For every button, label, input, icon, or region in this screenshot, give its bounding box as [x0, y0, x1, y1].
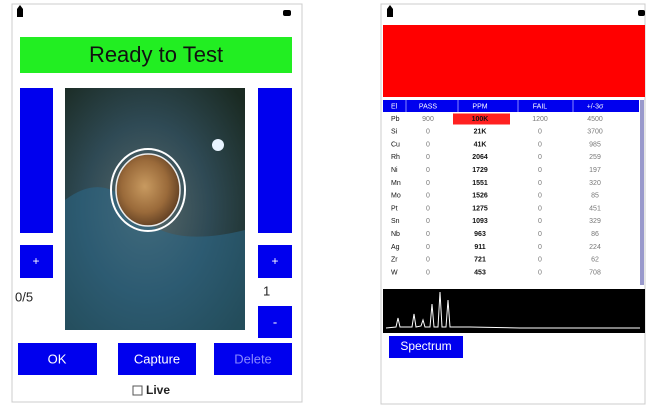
table-cell: 1551 [472, 180, 488, 187]
table-cell: Zr [391, 257, 398, 264]
table-cell: Ag [391, 244, 400, 251]
table-cell: Mn [391, 180, 401, 187]
button-label: Spectrum [400, 339, 451, 353]
right-screen: Spectrum El PASS PPM FAIL +/-3σ Pb 900 100K 1200… [381, 4, 645, 404]
button-label: Delete [234, 351, 272, 366]
table-cell: 0 [538, 180, 542, 187]
table-cell: 721 [474, 257, 486, 264]
table-header: FAIL [533, 103, 548, 110]
live-checkbox[interactable] [133, 386, 142, 395]
table-cell: 3700 [587, 129, 603, 136]
table-cell: 0 [538, 167, 542, 174]
table-cell: Cu [391, 141, 400, 148]
table-cell: 0 [426, 218, 430, 225]
table-cell: 100K [472, 116, 489, 123]
page: {"left_screen": {"status": "Ready to Tes… [0, 0, 653, 406]
table-cell: 0 [538, 218, 542, 225]
plus-label: + [271, 254, 278, 268]
table-cell: Nb [391, 231, 400, 238]
left-screen: Ready to Test + + 0/5 1 - OK Capture Del… [12, 4, 302, 402]
table-cell: 1200 [532, 116, 548, 123]
table-cell: 0 [538, 154, 542, 161]
table-cell: Mo [391, 193, 401, 200]
table-cell: 985 [589, 141, 601, 148]
table-cell: 320 [589, 180, 601, 187]
table-cell: Ni [391, 167, 398, 174]
table-cell: 0 [538, 269, 542, 276]
side-button[interactable] [20, 88, 53, 233]
table-cell: 224 [589, 244, 601, 251]
table-cell: 85 [591, 193, 599, 200]
table-cell: 0 [426, 129, 430, 136]
table-header: +/-3σ [587, 103, 604, 110]
table-cell: 2064 [472, 154, 488, 161]
status-icon [283, 10, 291, 16]
table-cell: 1275 [472, 205, 488, 212]
table-cell: 62 [591, 257, 599, 264]
table-cell: 0 [538, 141, 542, 148]
table-cell: 0 [426, 231, 430, 238]
table-cell: 963 [474, 231, 486, 238]
button-label: OK [48, 351, 67, 366]
table-cell: Pb [391, 116, 400, 123]
table-cell: 0 [426, 154, 430, 161]
table-cell: 0 [538, 205, 542, 212]
table-cell: 1093 [472, 218, 488, 225]
screenshot: Ready to Test + + 0/5 1 - OK Capture Del… [0, 0, 653, 406]
table-cell: 0 [426, 180, 430, 187]
live-label: Live [146, 383, 170, 397]
table-cell: 0 [426, 167, 430, 174]
button-label: Capture [134, 351, 180, 366]
table-cell: Rh [391, 154, 400, 161]
side-button[interactable] [258, 88, 292, 233]
table-cell: 41K [474, 141, 487, 148]
index: 1 [263, 283, 270, 298]
table-cell: W [391, 269, 398, 276]
table-cell: 0 [426, 257, 430, 264]
table-cell: 911 [474, 244, 485, 251]
table-cell: 259 [589, 154, 601, 161]
status-icon [638, 10, 645, 16]
status-text: Ready to Test [89, 42, 223, 67]
table-cell: 0 [538, 129, 542, 136]
table-cell: Si [391, 129, 398, 136]
target-spot [116, 154, 180, 226]
table-cell: 329 [589, 218, 601, 225]
table-cell: 86 [591, 231, 599, 238]
table-cell: 900 [422, 116, 434, 123]
table-cell: 0 [538, 193, 542, 200]
table-cell: 0 [426, 244, 430, 251]
plus-label: + [32, 254, 39, 268]
table-cell: 451 [589, 205, 601, 212]
table-cell: 197 [589, 167, 601, 174]
table-cell: Sn [391, 218, 400, 225]
table-cell: 0 [538, 257, 542, 264]
camera-highlight [212, 139, 224, 151]
table-cell: 0 [538, 244, 542, 251]
table-cell: 0 [426, 141, 430, 148]
table-header: PPM [472, 103, 487, 110]
table-cell: 0 [426, 269, 430, 276]
table-cell: 21K [474, 129, 487, 136]
table-cell: Pt [391, 205, 398, 212]
counter: 0/5 [15, 289, 33, 304]
table-cell: 0 [426, 193, 430, 200]
table-header: PASS [419, 103, 437, 110]
table-cell: 1526 [472, 193, 488, 200]
alert-panel [383, 25, 645, 97]
table-cell: 0 [538, 231, 542, 238]
table-cell: 453 [474, 269, 486, 276]
table-cell: 708 [589, 269, 601, 276]
table-cell: 4500 [587, 116, 603, 123]
scrollbar [640, 100, 644, 285]
table-header: El [391, 103, 398, 110]
table-cell: 1729 [472, 167, 488, 174]
table-cell: 0 [426, 205, 430, 212]
spectrum-view [383, 289, 645, 333]
minus-label: - [273, 314, 277, 329]
